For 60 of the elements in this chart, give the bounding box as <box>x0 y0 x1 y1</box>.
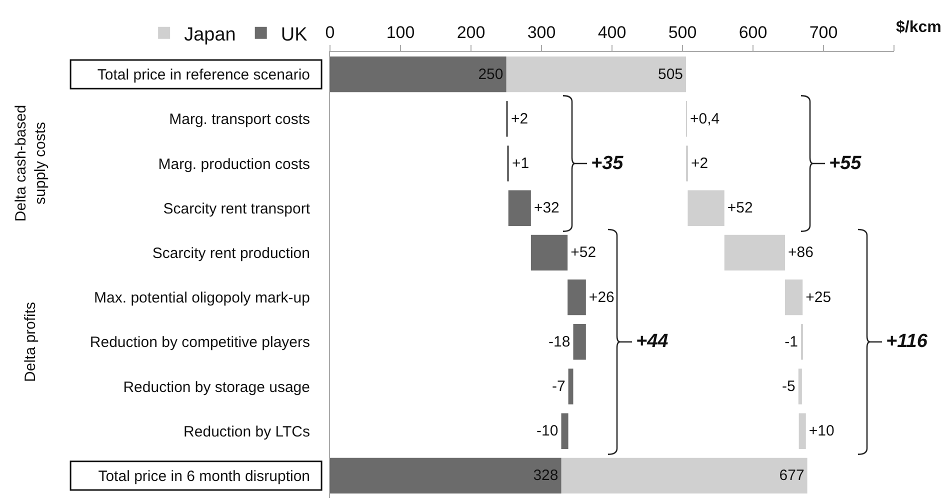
y-tick-label: Marg. production costs <box>158 156 310 173</box>
text: Delta profits <box>22 302 40 382</box>
x-tick-label: 400 <box>598 23 626 42</box>
y-tick-label: Marg. transport costs <box>169 111 310 128</box>
annotation: +116 <box>886 331 928 352</box>
x-tick-label: 0 <box>325 23 335 42</box>
bar <box>530 234 568 271</box>
data-label: 677 <box>779 467 804 484</box>
y-tick-label: Reduction by competitive players <box>90 334 310 352</box>
data-label: +25 <box>806 288 832 306</box>
bar <box>330 56 506 92</box>
y-tick-label: Reduction by storage usage <box>123 378 310 396</box>
data-label: -7 <box>552 378 566 395</box>
x-tick-label: 300 <box>527 23 556 42</box>
data-label: 250 <box>478 66 504 83</box>
text: Delta cash-based supply costs <box>12 104 50 222</box>
data-label: +26 <box>588 288 614 306</box>
bar <box>785 279 803 316</box>
data-label: +2 <box>691 155 708 172</box>
bar <box>798 413 806 449</box>
bar <box>568 368 574 404</box>
data-label: +10 <box>808 422 834 440</box>
data-label: +32 <box>534 200 560 217</box>
y-tick-label: Scarcity rent transport <box>163 200 311 218</box>
bar <box>561 413 568 449</box>
bar <box>798 368 802 404</box>
x-tick-label: 700 <box>809 23 838 42</box>
bar <box>568 279 586 316</box>
legend-label: Japan <box>184 24 236 46</box>
legend-label: UK <box>280 24 308 46</box>
bar <box>573 324 586 360</box>
x-axis-title: $/kcm <box>896 19 942 36</box>
y-tick-label: Scarcity rent production <box>152 244 310 262</box>
annotation: +55 <box>829 153 862 174</box>
data-label: -18 <box>548 333 570 350</box>
data-label: -1 <box>784 333 798 350</box>
x-tick-label: 100 <box>386 23 415 42</box>
annotation: +35 <box>591 153 624 174</box>
data-label: 328 <box>533 467 558 484</box>
data-label: +1 <box>512 155 530 172</box>
y-tick-label: Max. potential oligopoly mark-up <box>94 290 310 307</box>
x-tick-label: 200 <box>456 23 486 42</box>
data-label: +2 <box>511 110 528 128</box>
data-label: +0,4 <box>690 110 720 128</box>
y-tick-label: Reduction by LTCs <box>184 423 310 440</box>
data-label: -5 <box>782 378 796 395</box>
data-label: -10 <box>536 422 558 440</box>
x-tick-label: 500 <box>668 23 697 42</box>
y-tick-label: Total price in 6 month disruption <box>98 468 310 485</box>
y-tick-label: Total price in reference scenario <box>97 66 310 84</box>
annotation: +44 <box>636 331 669 352</box>
data-label: +52 <box>727 200 753 217</box>
bar <box>688 190 724 226</box>
bar <box>724 234 786 271</box>
data-label: +86 <box>788 244 814 262</box>
data-label: +52 <box>570 244 596 262</box>
data-label: 505 <box>658 66 684 83</box>
bar <box>330 458 562 494</box>
bar <box>508 190 531 226</box>
x-tick-label: 600 <box>738 23 768 42</box>
